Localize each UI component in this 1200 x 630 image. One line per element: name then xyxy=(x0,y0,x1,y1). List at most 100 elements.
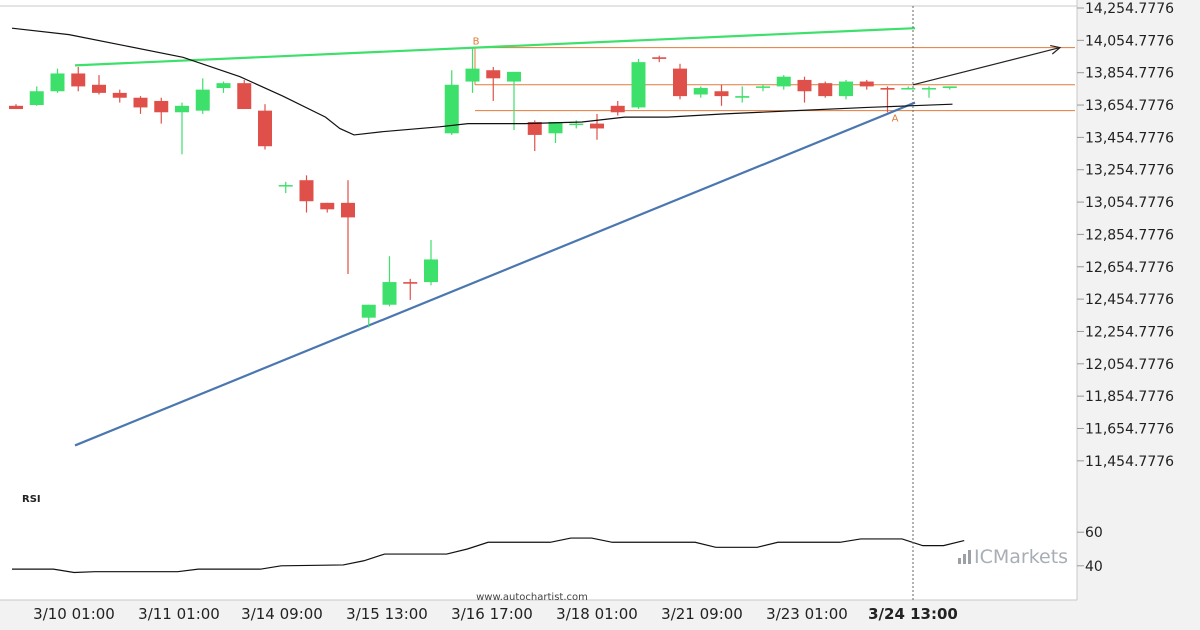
watermark-text: www.autochartist.com xyxy=(476,592,588,603)
projection-arrow xyxy=(912,44,1062,86)
time-tick-label: 3/15 13:00 xyxy=(346,605,428,623)
candle xyxy=(29,86,44,106)
candle xyxy=(610,100,625,116)
candle-body xyxy=(112,92,127,98)
price-tick-label: 13,254.7776 xyxy=(1085,163,1174,179)
candle-body xyxy=(237,83,252,110)
time-tick-label: 3/23 01:00 xyxy=(766,605,848,623)
price-tick-label: 14,254.7776 xyxy=(1085,1,1174,17)
candle-body xyxy=(880,88,895,90)
candle-body xyxy=(631,62,646,108)
candle-body xyxy=(195,89,210,111)
candle xyxy=(922,86,936,98)
price-tick-label: 13,654.7776 xyxy=(1085,98,1174,114)
candle-body xyxy=(735,96,750,98)
candle xyxy=(859,79,874,90)
pattern-point-label: A xyxy=(892,114,899,125)
candle xyxy=(299,175,314,213)
price-tick-label: 12,454.7776 xyxy=(1085,292,1174,308)
candle-body xyxy=(901,88,916,90)
candle xyxy=(880,86,895,113)
candle xyxy=(424,240,438,286)
candle-body xyxy=(942,86,957,89)
pattern-point-label: B xyxy=(473,37,480,48)
time-tick-label: 3/11 01:00 xyxy=(138,605,220,623)
candle xyxy=(216,81,231,93)
candle xyxy=(486,66,501,101)
time-tick-label: 3/10 01:00 xyxy=(33,605,115,623)
brand-logo: ICMarkets xyxy=(958,546,1068,568)
candle-body xyxy=(424,259,438,283)
candle xyxy=(341,180,355,275)
candle-body xyxy=(444,84,459,134)
candle-body xyxy=(29,91,44,105)
candle-body xyxy=(859,81,874,87)
candle-body xyxy=(797,79,812,92)
candle xyxy=(112,89,127,103)
price-tick-label: 11,454.7776 xyxy=(1085,454,1174,470)
moving-average-line xyxy=(11,27,953,136)
candle-body xyxy=(818,83,833,97)
resistance-trend-line xyxy=(74,27,916,67)
price-tick-label: 12,854.7776 xyxy=(1085,227,1174,243)
candle xyxy=(548,121,563,144)
candle-body xyxy=(154,100,169,113)
candles xyxy=(9,47,957,328)
price-tick-label: 12,054.7776 xyxy=(1085,357,1174,373)
price-tick-label: 13,054.7776 xyxy=(1085,195,1174,211)
candle-body xyxy=(756,86,770,88)
projection-arrow-line xyxy=(912,47,1061,86)
candle xyxy=(92,75,106,95)
candle-body xyxy=(693,88,708,95)
candle xyxy=(735,86,750,103)
candle-body xyxy=(922,88,936,90)
candle xyxy=(756,84,770,92)
candle xyxy=(258,104,272,150)
candle-body xyxy=(714,91,729,97)
candle xyxy=(507,71,521,131)
candle xyxy=(133,96,148,114)
time-tick-label: 3/24 13:00 xyxy=(868,605,958,623)
candle xyxy=(839,79,853,100)
candle-body xyxy=(465,68,480,82)
support-trend-line xyxy=(74,101,916,447)
time-tick-label: 3/21 09:00 xyxy=(661,605,743,623)
brand-logo-bar-2 xyxy=(963,554,966,564)
candle xyxy=(465,47,480,93)
candle-body xyxy=(299,180,314,202)
candle xyxy=(797,76,812,103)
projection-arrow-head xyxy=(1050,44,1062,55)
price-tick-label: 11,654.7776 xyxy=(1085,421,1174,437)
candle xyxy=(818,81,833,98)
candle xyxy=(673,63,687,100)
candle-body xyxy=(403,282,418,284)
candle xyxy=(403,278,418,300)
price-tick-label: 13,854.7776 xyxy=(1085,66,1174,82)
rsi-label: RSI xyxy=(22,494,41,505)
time-tick-label: 3/16 17:00 xyxy=(451,605,533,623)
candle xyxy=(320,202,335,213)
candle xyxy=(9,104,23,110)
rsi-tick-label: 40 xyxy=(1085,559,1103,575)
candle xyxy=(195,78,210,114)
candle xyxy=(776,75,791,90)
trend-lines xyxy=(74,27,916,447)
price-tick-label: 14,054.7776 xyxy=(1085,33,1174,49)
axis-panel-right xyxy=(1077,0,1200,630)
candle-body xyxy=(175,105,189,113)
candle xyxy=(652,55,667,63)
candle-body xyxy=(548,121,563,134)
candle-body xyxy=(507,71,521,82)
candle-body xyxy=(50,73,65,92)
candle-body xyxy=(258,110,272,147)
time-tick-label: 3/14 09:00 xyxy=(241,605,323,623)
candle-body xyxy=(673,68,687,97)
candle-body xyxy=(361,304,376,318)
candle-body xyxy=(71,73,86,87)
price-tick-label: 12,654.7776 xyxy=(1085,260,1174,276)
candle xyxy=(942,86,957,90)
candle xyxy=(901,86,916,90)
candle xyxy=(382,256,397,307)
brand-logo-bar-1 xyxy=(958,558,961,564)
